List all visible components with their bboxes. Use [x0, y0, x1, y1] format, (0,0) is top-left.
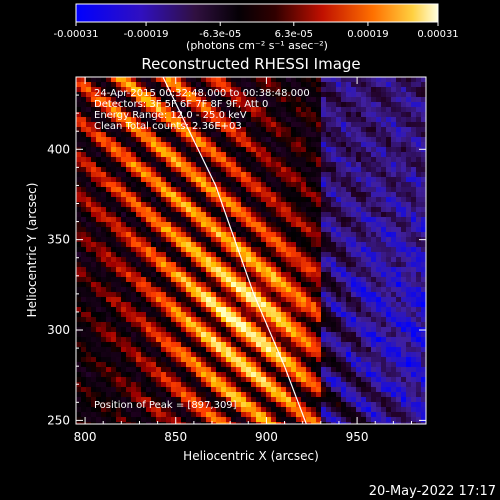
x-tick-label: 950	[346, 430, 369, 444]
plot-area: 800 850 900 950 250 300 350 400	[47, 76, 427, 444]
x-tick-label: 900	[255, 430, 278, 444]
y-tick-label: 250	[47, 413, 70, 427]
colorbar-tick-label: 0.00031	[417, 29, 458, 40]
colorbar-tick-label: -6.3e-05	[199, 29, 241, 40]
chart-title: Reconstructed RHESSI Image	[141, 55, 360, 73]
peak-position-label: Position of Peak = [897,309]	[94, 400, 237, 411]
y-axis-label: Heliocentric Y (arcsec)	[25, 183, 39, 318]
colorbar-gradient	[75, 3, 439, 23]
colorbar-unit-label: (photons cm⁻² s⁻¹ asec⁻²)	[186, 39, 328, 52]
annotation-line: Detectors: 3F 5F 6F 7F 8F 9F, Att 0	[94, 99, 268, 110]
annotation-line: Energy Range: 12.0 - 25.0 keV	[94, 110, 247, 121]
colorbar-tick-label: 6.3e-05	[275, 29, 313, 40]
axis-ticks: 800 850 900 950 250 300 350 400	[47, 76, 426, 444]
colorbar-tick-label: 0.00019	[347, 29, 388, 40]
colorbar-tick-label: -0.00031	[54, 29, 99, 40]
colorbar-ticks: -0.00031 -0.00019 -6.3e-05 6.3e-05 0.00019 0.…	[54, 22, 459, 40]
x-tick-label: 850	[164, 430, 187, 444]
solar-limb-curve	[162, 77, 307, 424]
x-tick-label: 800	[74, 430, 97, 444]
y-tick-label: 350	[47, 233, 70, 247]
plot-frame	[75, 76, 427, 425]
colorbar: -0.00031 -0.00019 -6.3e-05 6.3e-05 0.00019 0.…	[54, 3, 459, 52]
annotation-line: 24-Apr-2015 00:32:48.000 to 00:38:48.000	[94, 88, 310, 99]
y-tick-label: 300	[47, 323, 70, 337]
y-tick-label: 400	[47, 142, 70, 156]
annotation-line: Clean Total counts: 2.36E+03	[94, 121, 242, 132]
annotations: 24-Apr-2015 00:32:48.000 to 00:38:48.000…	[94, 88, 310, 132]
footer-timestamp: 20-May-2022 17:17	[369, 484, 496, 499]
heatmap-cells	[76, 77, 426, 424]
x-axis-label: Heliocentric X (arcsec)	[183, 449, 319, 463]
colorbar-tick-label: -0.00019	[124, 29, 169, 40]
